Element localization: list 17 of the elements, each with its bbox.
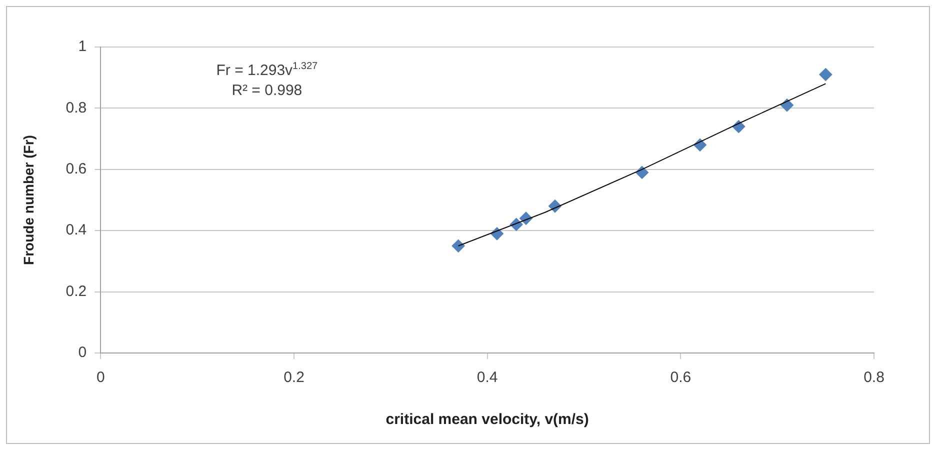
y-tick-label: 0.8 (66, 99, 87, 116)
y-axis-title: Froude number (Fr) (20, 135, 36, 265)
x-tick-label: 0.2 (284, 369, 304, 386)
point (780, 98, 794, 112)
x-tick-label: 0.8 (864, 369, 884, 386)
y-tick-label: 1 (78, 38, 87, 56)
x-tick-label: 0.6 (670, 369, 692, 386)
x-axis-title: critical mean velocity, v(m/s) (386, 411, 589, 428)
annotation: R² = 0.998 (232, 82, 302, 99)
x-tick-label: 0 (96, 369, 105, 386)
y-tick-label: 0.2 (66, 282, 87, 300)
x-tick-label: 0.4 (476, 369, 498, 386)
point (819, 68, 832, 82)
y-tick-label: 0 (78, 344, 87, 362)
y-tick-label: 0.4 (66, 222, 87, 239)
y-tick-label: 0.6 (66, 160, 87, 178)
point (452, 239, 465, 252)
